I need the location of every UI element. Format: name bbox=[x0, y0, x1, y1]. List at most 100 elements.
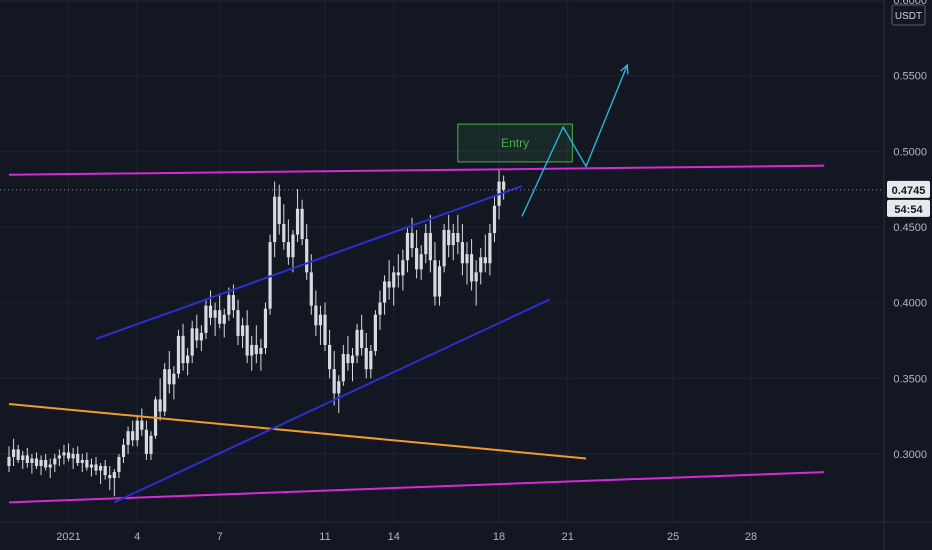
candle bbox=[103, 459, 107, 480]
candle-body bbox=[300, 208, 304, 240]
candle-body bbox=[71, 453, 75, 459]
candle-body bbox=[492, 205, 497, 234]
candle-body bbox=[442, 229, 446, 267]
candle-body bbox=[195, 328, 199, 341]
y-tick-label: 0.4500 bbox=[893, 222, 927, 234]
candle bbox=[62, 444, 66, 465]
candle bbox=[442, 223, 446, 273]
candle-body bbox=[259, 348, 263, 355]
candle-body bbox=[392, 272, 396, 288]
candle-body bbox=[236, 310, 240, 336]
candle bbox=[401, 249, 405, 291]
candle bbox=[71, 447, 75, 470]
candle-body bbox=[355, 329, 359, 356]
candle bbox=[305, 223, 309, 280]
candle-body bbox=[25, 455, 29, 463]
candle-body bbox=[282, 223, 286, 243]
candle bbox=[488, 223, 492, 276]
candle bbox=[309, 254, 313, 315]
candle-body bbox=[172, 373, 176, 385]
candle bbox=[218, 295, 222, 329]
candle bbox=[263, 302, 268, 355]
candle bbox=[89, 458, 94, 477]
y-tick-label: 0.3000 bbox=[893, 449, 927, 461]
candle bbox=[277, 184, 281, 235]
candle bbox=[382, 275, 387, 315]
candle bbox=[144, 420, 148, 460]
candle bbox=[108, 466, 112, 491]
x-tick-label: 28 bbox=[745, 531, 757, 543]
candle bbox=[314, 290, 318, 336]
candle-body bbox=[76, 453, 80, 463]
x-tick-label: 7 bbox=[217, 531, 223, 543]
candle bbox=[273, 181, 277, 258]
candle bbox=[66, 443, 71, 462]
candle-body bbox=[34, 458, 39, 467]
candle bbox=[240, 317, 245, 348]
candle-body bbox=[80, 459, 84, 463]
candle-body bbox=[360, 329, 364, 348]
candle-body bbox=[16, 449, 20, 460]
candle bbox=[341, 344, 345, 386]
candle-body bbox=[328, 344, 332, 370]
candle-body bbox=[314, 305, 318, 326]
candle bbox=[53, 453, 57, 473]
candle bbox=[405, 226, 410, 273]
candle bbox=[163, 363, 167, 417]
candle-body bbox=[222, 314, 226, 324]
candle-body bbox=[103, 466, 107, 476]
candle bbox=[44, 453, 48, 471]
x-tick-label: 25 bbox=[667, 531, 679, 543]
candle-body bbox=[428, 233, 432, 261]
candle-body bbox=[401, 260, 405, 276]
candle bbox=[11, 438, 16, 467]
candle-body bbox=[447, 229, 451, 246]
candle bbox=[387, 260, 391, 300]
candle bbox=[76, 446, 80, 467]
candle-body bbox=[108, 475, 112, 479]
candle bbox=[502, 175, 506, 200]
candle bbox=[460, 223, 465, 276]
candle-body bbox=[350, 355, 355, 364]
candle bbox=[259, 338, 263, 371]
candle bbox=[227, 287, 231, 321]
lower-magenta-line bbox=[8, 471, 825, 504]
candle-body bbox=[21, 455, 25, 460]
candle-body bbox=[474, 272, 478, 282]
candle-body bbox=[250, 344, 254, 356]
candle bbox=[282, 204, 286, 250]
candle-body bbox=[332, 369, 336, 394]
candle bbox=[7, 446, 11, 473]
entry-label: Entry bbox=[501, 136, 529, 150]
candle-body bbox=[94, 464, 98, 471]
candle bbox=[172, 366, 176, 400]
candle bbox=[300, 199, 304, 246]
candle bbox=[158, 378, 162, 421]
entry-box bbox=[457, 123, 573, 163]
candle bbox=[295, 189, 300, 243]
candle-body bbox=[62, 452, 66, 456]
candle-body bbox=[405, 233, 410, 261]
candle-body bbox=[213, 310, 217, 318]
candle bbox=[483, 234, 487, 273]
candle bbox=[34, 452, 39, 470]
candle bbox=[135, 416, 139, 447]
candle bbox=[396, 254, 400, 288]
candle-body bbox=[30, 458, 34, 463]
candle-body bbox=[263, 308, 268, 348]
candle-body bbox=[437, 266, 442, 297]
channel-upper-line bbox=[95, 185, 523, 340]
orange-trendline bbox=[8, 402, 587, 460]
upper-magenta-line bbox=[8, 164, 825, 176]
candle bbox=[25, 447, 29, 468]
x-tick-label: 14 bbox=[388, 531, 400, 543]
candle bbox=[451, 223, 455, 261]
candle bbox=[332, 351, 336, 406]
candle bbox=[190, 320, 194, 364]
candle-body bbox=[346, 354, 350, 364]
x-tick-label: 21 bbox=[562, 531, 574, 543]
candle-body bbox=[295, 208, 300, 235]
y-tick-label: 0.5500 bbox=[893, 71, 927, 83]
candle-body bbox=[140, 420, 144, 430]
